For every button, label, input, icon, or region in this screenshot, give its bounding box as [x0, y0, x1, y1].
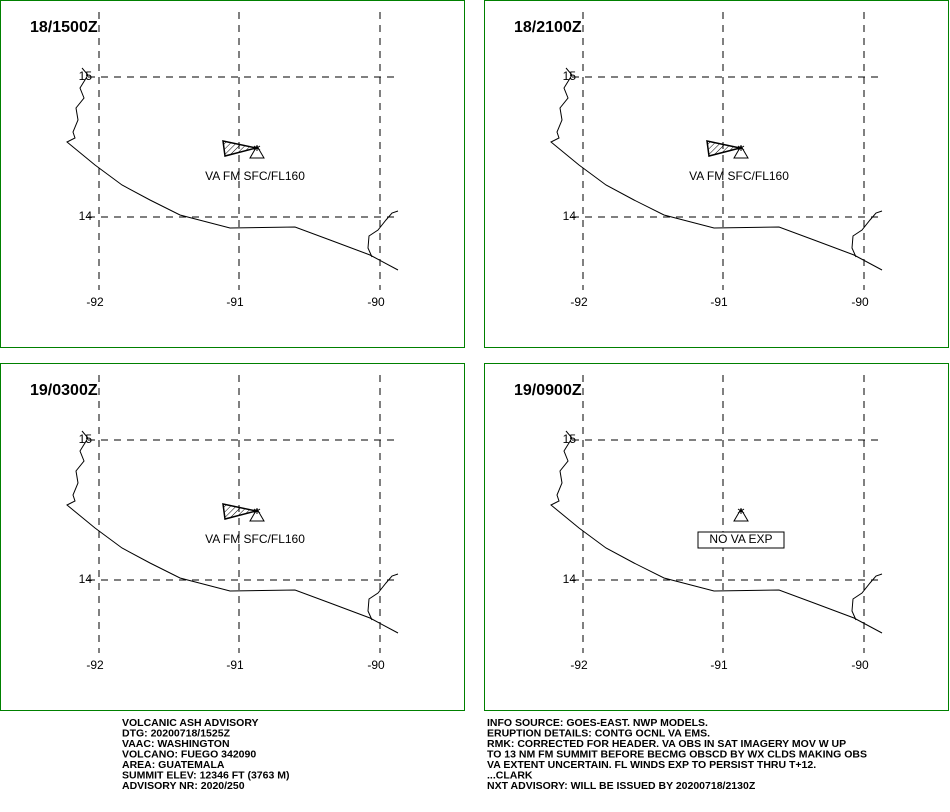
map-panel: -92 -91 -90 15 14 18/1500Z VA FM SFC/FL160: [0, 0, 465, 348]
panel-frame: [0, 363, 465, 711]
map-panel: -92 -91 -90 15 14 19/0900Z NO VA EXP: [484, 363, 949, 711]
ash-annotation: VA FM SFC/FL160: [205, 532, 305, 546]
volcano-plume: [737, 145, 745, 151]
panel-frame: [484, 363, 949, 711]
lon-label: -91: [710, 295, 728, 309]
footer-line: VOLCANO: FUEGO 342090: [122, 749, 256, 761]
ash-annotation: VA FM SFC/FL160: [205, 169, 305, 183]
lat-label: 14: [563, 572, 577, 586]
no-ash-annotation: NO VA EXP: [709, 532, 772, 546]
lon-label: -90: [851, 658, 869, 672]
coastline: [550, 430, 883, 634]
coastline: [550, 67, 883, 271]
volcano-symbol: [249, 508, 265, 522]
footer-line: RMK: CORRECTED FOR HEADER. VA OBS IN SAT…: [487, 738, 846, 750]
volcano-symbol: [249, 145, 265, 159]
footer-line: VAAC: WASHINGTON: [122, 738, 230, 750]
valid-time: 18/2100Z: [514, 19, 582, 36]
footer-line: SUMMIT ELEV: 12346 FT (3763 M): [122, 770, 289, 782]
annotation-box: [697, 531, 785, 549]
lat-label: 14: [79, 572, 93, 586]
ash-area: [706, 140, 741, 157]
lat-label: 14: [79, 209, 93, 223]
lat-label: 15: [79, 69, 93, 83]
footer-line: ADVISORY NR: 2020/250: [122, 780, 245, 792]
footer-line: ...CLARK: [487, 770, 533, 782]
footer-line: NXT ADVISORY: WILL BE ISSUED BY 20200718…: [487, 780, 756, 792]
footer-line: DTG: 20200718/1525Z: [122, 728, 231, 740]
lat-label: 15: [79, 432, 93, 446]
volcano-plume: [253, 508, 261, 514]
footer-line: ERUPTION DETAILS: CONTG OCNL VA EMS.: [487, 728, 710, 740]
volcano-symbol: [733, 145, 749, 159]
lon-label: -90: [367, 295, 385, 309]
lon-label: -91: [710, 658, 728, 672]
coastline: [851, 573, 883, 621]
footer-line: INFO SOURCE: GOES-EAST. NWP MODELS.: [487, 717, 708, 729]
lon-label: -90: [851, 295, 869, 309]
volcano-symbol: [733, 508, 749, 522]
footer-line: VOLCANIC ASH ADVISORY: [122, 717, 259, 729]
valid-time: 19/0300Z: [30, 382, 98, 399]
lat-label: 15: [563, 69, 577, 83]
lon-label: -92: [86, 658, 104, 672]
lat-label: 15: [563, 432, 577, 446]
coastline: [851, 210, 883, 258]
coastline: [367, 573, 399, 621]
volcano-plume: [253, 145, 261, 151]
footer-line: TO 13 NM FM SUMMIT BEFORE BECMG OBSCD BY…: [487, 749, 867, 761]
ash-area: [222, 140, 257, 157]
lon-label: -90: [367, 658, 385, 672]
lon-label: -92: [570, 658, 588, 672]
volcano-plume: [737, 508, 745, 514]
coastline: [367, 210, 399, 258]
footer-line: AREA: GUATEMALA: [122, 759, 225, 771]
valid-time: 18/1500Z: [30, 19, 98, 36]
lon-label: -92: [86, 295, 104, 309]
ash-annotation: VA FM SFC/FL160: [689, 169, 789, 183]
lon-label: -91: [226, 658, 244, 672]
ash-area: [222, 503, 257, 520]
panel-frame: [484, 0, 949, 348]
coastline: [66, 430, 399, 634]
panel-frame: [0, 0, 465, 348]
lat-label: 14: [563, 209, 577, 223]
map-panel: -92 -91 -90 15 14 19/0300Z VA FM SFC/FL160: [0, 363, 465, 711]
map-panel: -92 -91 -90 15 14 18/2100Z VA FM SFC/FL160: [484, 0, 949, 348]
lon-label: -92: [570, 295, 588, 309]
lon-label: -91: [226, 295, 244, 309]
coastline: [66, 67, 399, 271]
footer-line: VA EXTENT UNCERTAIN. FL WINDS EXP TO PER…: [487, 759, 816, 771]
valid-time: 19/0900Z: [514, 382, 582, 399]
